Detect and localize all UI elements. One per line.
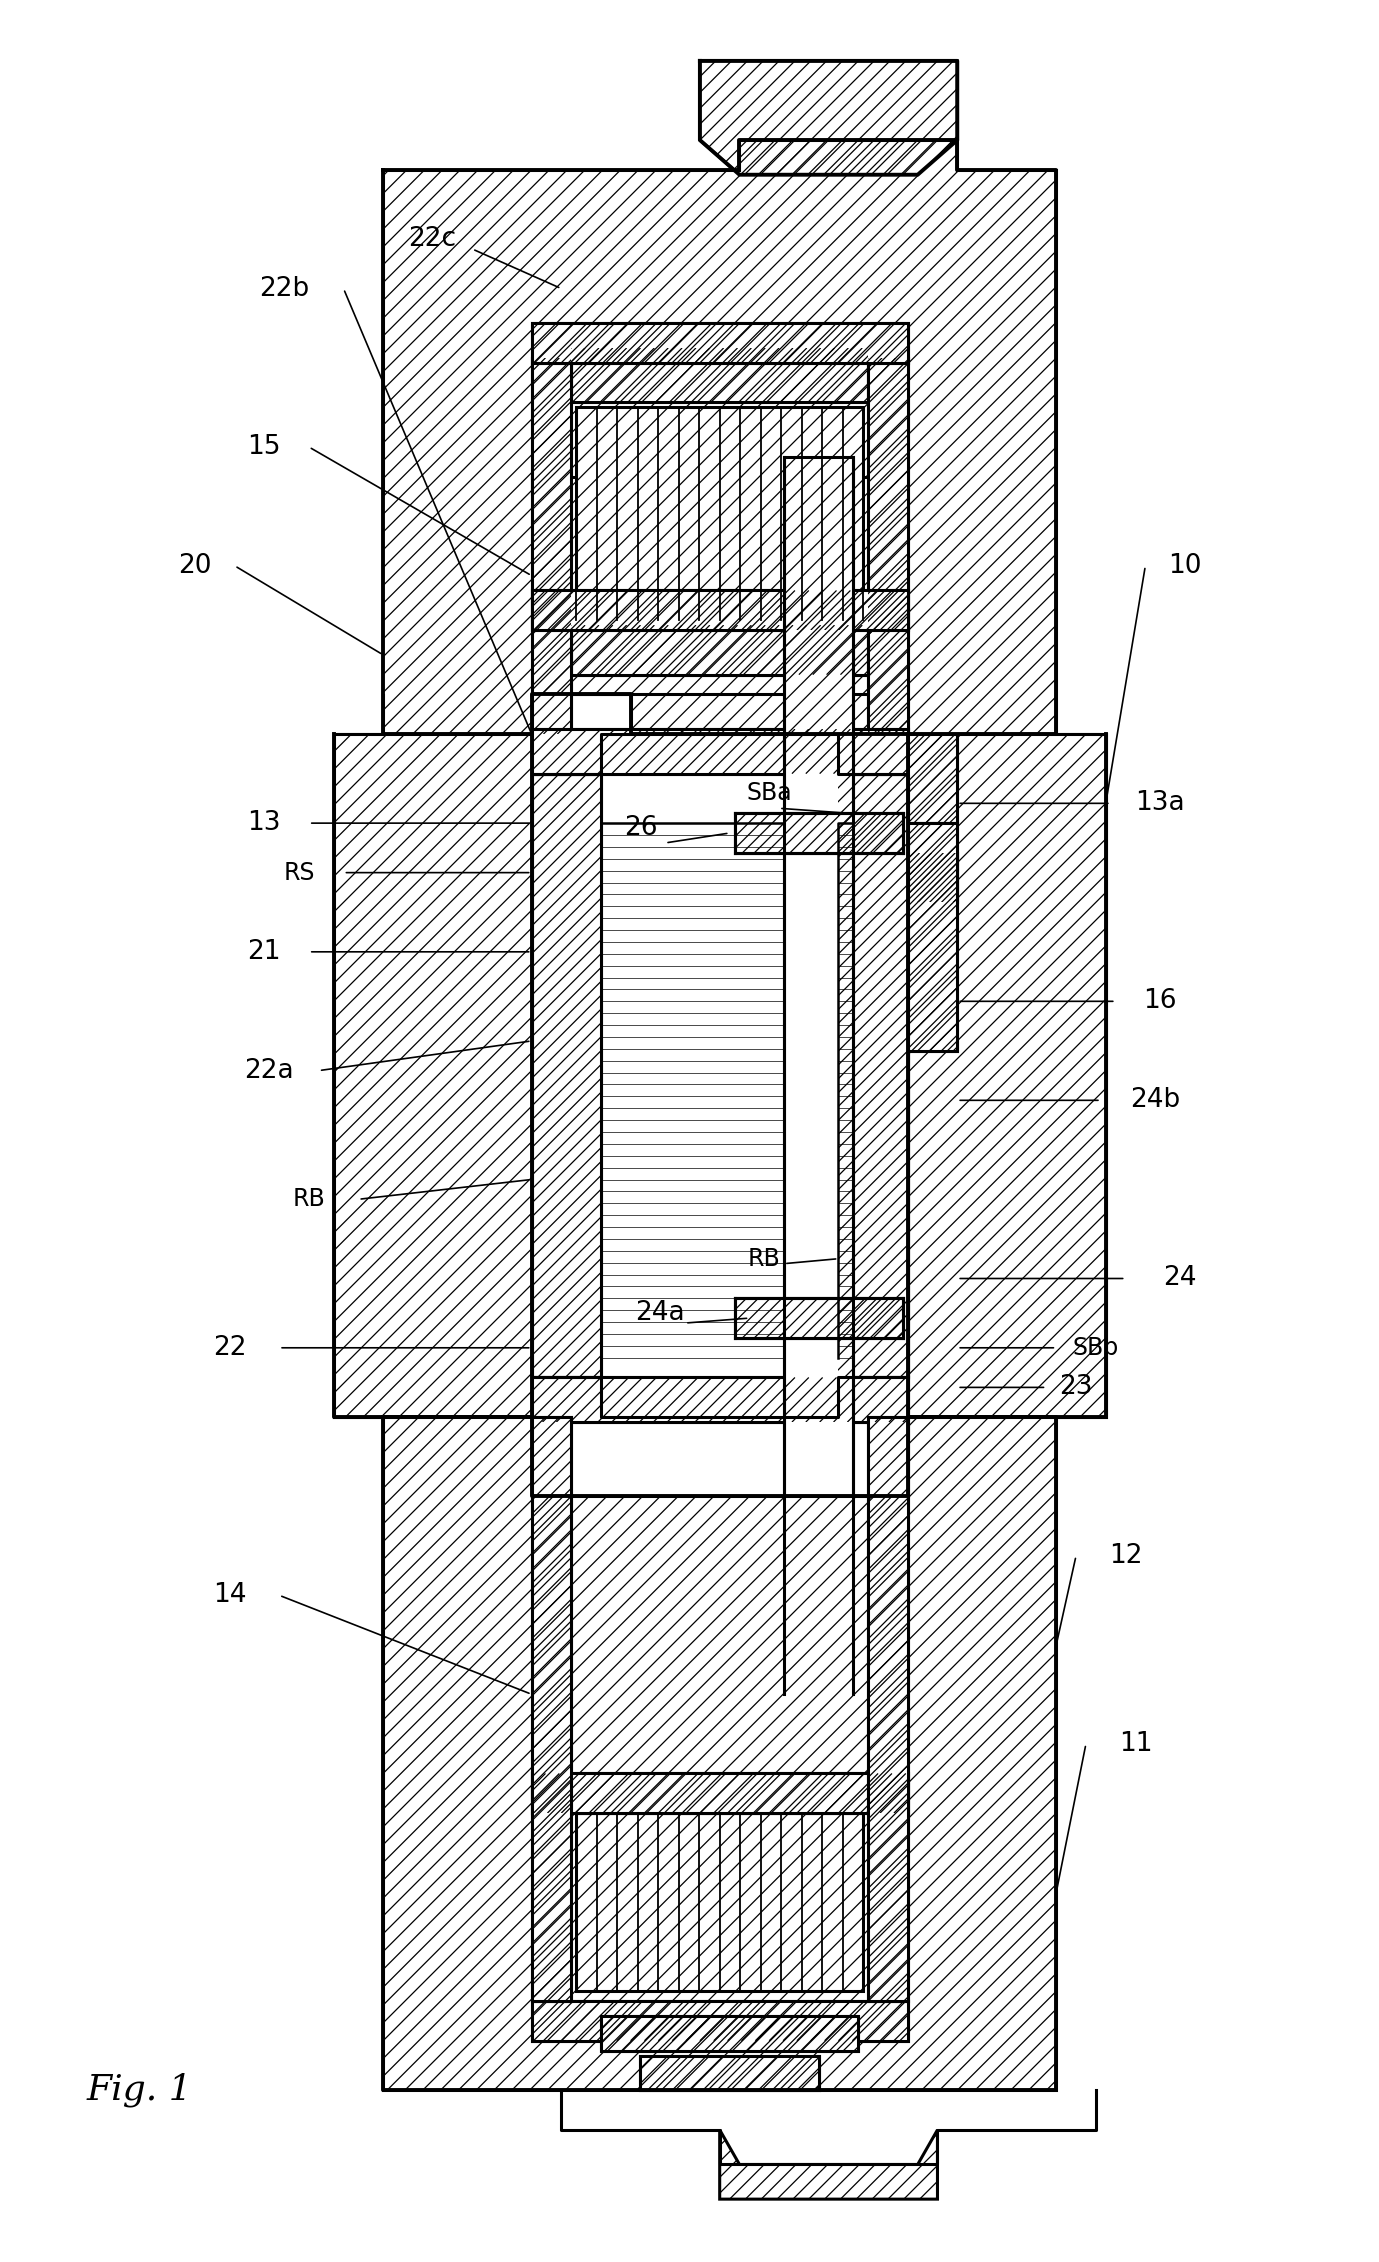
Text: 14: 14 (212, 1583, 247, 1608)
Bar (869, 1416, 907, 2002)
Polygon shape (907, 853, 957, 903)
Text: SBa: SBa (746, 780, 792, 805)
Text: SBb: SBb (1073, 1337, 1118, 1359)
Polygon shape (601, 2015, 858, 2052)
Text: 24a: 24a (636, 1301, 685, 1326)
Bar (571, 348, 869, 403)
Bar (576, 1814, 863, 1991)
Text: RB: RB (747, 1246, 781, 1271)
Text: 20: 20 (178, 552, 212, 579)
Bar (383, 495, 532, 694)
Text: 24: 24 (1164, 1264, 1197, 1292)
Polygon shape (907, 823, 957, 1052)
Polygon shape (838, 774, 907, 1378)
Text: Fig. 1: Fig. 1 (85, 2072, 192, 2108)
Text: RB: RB (292, 1188, 325, 1212)
Bar (571, 624, 869, 674)
Text: 26: 26 (623, 814, 658, 841)
Polygon shape (869, 1416, 907, 2002)
Polygon shape (532, 2002, 907, 2040)
Text: 13a: 13a (1135, 789, 1185, 817)
Polygon shape (532, 357, 571, 735)
Bar (907, 735, 1106, 1416)
Text: 23: 23 (1059, 1375, 1092, 1400)
Polygon shape (735, 814, 903, 853)
Text: 13: 13 (248, 810, 281, 837)
Polygon shape (720, 2131, 938, 2199)
Text: 12: 12 (1109, 1543, 1142, 1568)
Text: RS: RS (283, 860, 314, 884)
Bar (532, 477, 888, 694)
Bar (735, 814, 903, 853)
Bar (532, 1773, 907, 1814)
Text: 11: 11 (1118, 1730, 1153, 1758)
Bar (532, 1416, 571, 2002)
Bar (785, 457, 854, 1694)
Bar (334, 735, 532, 1416)
Text: 22c: 22c (408, 226, 456, 251)
Bar (907, 735, 957, 823)
Polygon shape (532, 1773, 907, 1814)
Text: 22b: 22b (259, 276, 309, 301)
Polygon shape (532, 323, 907, 362)
Bar (532, 728, 907, 774)
Text: 15: 15 (248, 434, 281, 459)
Text: 21: 21 (248, 939, 281, 966)
Bar (532, 2002, 907, 2040)
Polygon shape (532, 1416, 571, 2002)
Polygon shape (869, 357, 907, 735)
Text: 10: 10 (1168, 552, 1201, 579)
Bar (576, 407, 863, 620)
Polygon shape (571, 624, 869, 674)
Bar (838, 774, 907, 1378)
Bar (532, 357, 571, 735)
Bar (532, 1378, 907, 1423)
Polygon shape (907, 735, 957, 823)
Bar (907, 823, 957, 1052)
Polygon shape (532, 590, 907, 631)
Bar (532, 590, 907, 631)
Polygon shape (571, 348, 869, 403)
Text: 16: 16 (1143, 988, 1176, 1013)
Bar (532, 774, 601, 1378)
Bar (869, 357, 907, 735)
Bar (532, 323, 907, 362)
Polygon shape (735, 1298, 903, 1337)
Polygon shape (907, 735, 1106, 1416)
Polygon shape (532, 1378, 907, 1423)
Text: 22a: 22a (244, 1059, 294, 1083)
Bar (735, 1298, 903, 1337)
Bar (640, 2056, 819, 2090)
Bar (907, 495, 1056, 694)
Bar (907, 853, 957, 903)
Polygon shape (532, 774, 601, 1378)
Polygon shape (532, 728, 907, 774)
Polygon shape (334, 735, 532, 1416)
Polygon shape (701, 61, 957, 174)
Polygon shape (383, 1416, 1056, 2090)
Text: 22: 22 (212, 1335, 247, 1362)
Bar (601, 2015, 858, 2052)
Text: 24b: 24b (1131, 1088, 1180, 1113)
Polygon shape (383, 140, 1056, 735)
Polygon shape (640, 2056, 819, 2090)
